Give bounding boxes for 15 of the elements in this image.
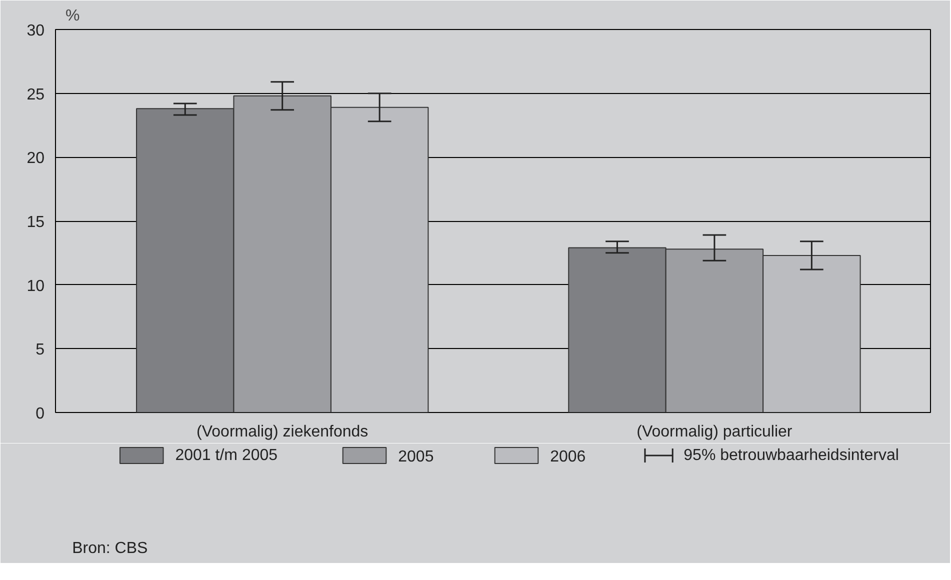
y-axis-title: % (66, 8, 80, 24)
text: 95% betrouwbaarheidsinterval (684, 447, 899, 464)
y-tick-label: 0 (36, 406, 45, 422)
legend-label: 2005 (398, 448, 434, 466)
legend-label: 2001 t/m 2005 (175, 447, 278, 464)
y-tick-label: 20 (26, 150, 45, 168)
x-tick-label: (Voormalig) particulier (636, 424, 793, 440)
text: Bron: CBS (72, 540, 148, 557)
y-tick-label: 10 (26, 278, 45, 295)
x-tick-label: (Voormalig) ziekenfonds (196, 424, 368, 440)
y-tick-label: 15 (26, 214, 45, 231)
legend-label: 2006 (550, 448, 586, 466)
y-tick-label: 5 (36, 342, 45, 359)
y-tick-label: 30 (26, 22, 45, 40)
y-tick-label: 25 (26, 86, 45, 104)
